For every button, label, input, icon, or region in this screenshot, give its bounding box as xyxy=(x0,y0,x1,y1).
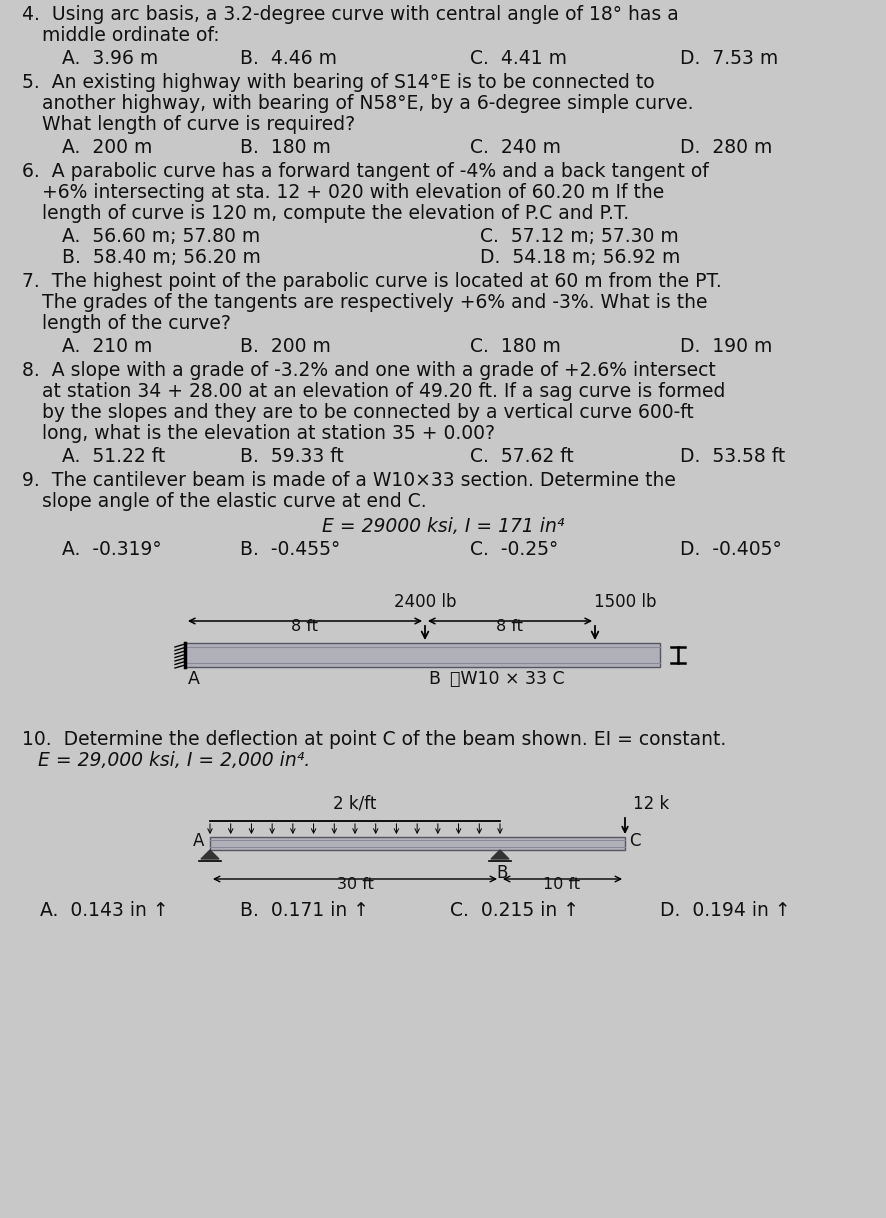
Text: A.  51.22 ft: A. 51.22 ft xyxy=(62,447,166,466)
Text: ⧹W10 × 33 C: ⧹W10 × 33 C xyxy=(450,670,564,688)
Text: C.  57.62 ft: C. 57.62 ft xyxy=(470,447,574,466)
Text: B.  58.40 m; 56.20 m: B. 58.40 m; 56.20 m xyxy=(62,248,260,267)
Text: What length of curve is required?: What length of curve is required? xyxy=(42,114,355,134)
Text: D.  53.58 ft: D. 53.58 ft xyxy=(680,447,785,466)
Text: 8 ft: 8 ft xyxy=(291,619,318,635)
Text: 30 ft: 30 ft xyxy=(337,877,373,892)
Text: B: B xyxy=(496,864,508,882)
Text: A.  -0.319°: A. -0.319° xyxy=(62,540,161,559)
Text: 10 ft: 10 ft xyxy=(543,877,580,892)
Text: D.  0.194 in ↑: D. 0.194 in ↑ xyxy=(660,901,790,920)
Text: D.  280 m: D. 280 m xyxy=(680,138,773,157)
Text: B.  4.46 m: B. 4.46 m xyxy=(240,49,337,68)
Text: C.  -0.25°: C. -0.25° xyxy=(470,540,558,559)
Text: A.  0.143 in ↑: A. 0.143 in ↑ xyxy=(40,901,168,920)
Text: D.  54.18 m; 56.92 m: D. 54.18 m; 56.92 m xyxy=(480,248,680,267)
Text: D.  190 m: D. 190 m xyxy=(680,337,773,356)
Text: B.  -0.455°: B. -0.455° xyxy=(240,540,340,559)
Text: 4.  Using arc basis, a 3.2-degree curve with central angle of 18° has a: 4. Using arc basis, a 3.2-degree curve w… xyxy=(22,5,679,24)
Text: A.  56.60 m; 57.80 m: A. 56.60 m; 57.80 m xyxy=(62,227,260,246)
Text: B.  59.33 ft: B. 59.33 ft xyxy=(240,447,344,466)
Text: length of curve is 120 m, compute the elevation of P.C and P.T.: length of curve is 120 m, compute the el… xyxy=(42,203,629,223)
Text: B.  0.171 in ↑: B. 0.171 in ↑ xyxy=(240,901,369,920)
Text: 8 ft: 8 ft xyxy=(496,619,524,635)
Text: A.  210 m: A. 210 m xyxy=(62,337,152,356)
Text: C.  4.41 m: C. 4.41 m xyxy=(470,49,567,68)
Text: B.  180 m: B. 180 m xyxy=(240,138,330,157)
Text: C.  57.12 m; 57.30 m: C. 57.12 m; 57.30 m xyxy=(480,227,679,246)
Text: B.  200 m: B. 200 m xyxy=(240,337,330,356)
Text: by the slopes and they are to be connected by a vertical curve 600-ft: by the slopes and they are to be connect… xyxy=(42,403,694,421)
Text: A.  200 m: A. 200 m xyxy=(62,138,152,157)
Polygon shape xyxy=(491,850,509,859)
Text: C: C xyxy=(629,832,641,850)
Text: 7.  The highest point of the parabolic curve is located at 60 m from the PT.: 7. The highest point of the parabolic cu… xyxy=(22,272,722,291)
Text: +6% intersecting at sta. 12 + 020 with elevation of 60.20 m If the: +6% intersecting at sta. 12 + 020 with e… xyxy=(42,183,664,202)
Text: long, what is the elevation at station 35 + 0.00?: long, what is the elevation at station 3… xyxy=(42,424,495,443)
Text: 8.  A slope with a grade of -3.2% and one with a grade of +2.6% intersect: 8. A slope with a grade of -3.2% and one… xyxy=(22,361,716,380)
Text: 10.  Determine the deflection at point C of the beam shown. EI = constant.: 10. Determine the deflection at point C … xyxy=(22,730,727,749)
Text: A: A xyxy=(188,670,200,688)
Text: another highway, with bearing of N58°E, by a 6-degree simple curve.: another highway, with bearing of N58°E, … xyxy=(42,94,694,113)
Text: A: A xyxy=(192,832,204,850)
Text: E = 29,000 ksi, I = 2,000 in⁴.: E = 29,000 ksi, I = 2,000 in⁴. xyxy=(38,752,310,770)
Text: slope angle of the elastic curve at end C.: slope angle of the elastic curve at end … xyxy=(42,492,427,512)
Bar xyxy=(210,837,625,850)
Text: The grades of the tangents are respectively +6% and -3%. What is the: The grades of the tangents are respectiv… xyxy=(42,294,708,312)
Polygon shape xyxy=(201,850,219,859)
Text: 1500 lb: 1500 lb xyxy=(594,593,657,611)
Bar xyxy=(185,643,660,667)
Text: 2 k/ft: 2 k/ft xyxy=(333,795,377,812)
Text: 9.  The cantilever beam is made of a W10×33 section. Determine the: 9. The cantilever beam is made of a W10×… xyxy=(22,471,676,490)
Text: 12 k: 12 k xyxy=(633,795,669,812)
Text: 2400 lb: 2400 lb xyxy=(393,593,456,611)
Text: C.  240 m: C. 240 m xyxy=(470,138,561,157)
Text: 5.  An existing highway with bearing of S14°E is to be connected to: 5. An existing highway with bearing of S… xyxy=(22,73,655,93)
Text: E = 29000 ksi, I = 171 in⁴: E = 29000 ksi, I = 171 in⁴ xyxy=(322,516,564,536)
Text: D.  -0.405°: D. -0.405° xyxy=(680,540,781,559)
Text: B: B xyxy=(428,670,440,688)
Text: 6.  A parabolic curve has a forward tangent of -4% and a back tangent of: 6. A parabolic curve has a forward tange… xyxy=(22,162,709,181)
Text: middle ordinate of:: middle ordinate of: xyxy=(42,26,220,45)
Text: C.  0.215 in ↑: C. 0.215 in ↑ xyxy=(450,901,579,920)
Text: C.  180 m: C. 180 m xyxy=(470,337,561,356)
Text: at station 34 + 28.00 at an elevation of 49.20 ft. If a sag curve is formed: at station 34 + 28.00 at an elevation of… xyxy=(42,382,726,401)
Text: A.  3.96 m: A. 3.96 m xyxy=(62,49,159,68)
Text: D.  7.53 m: D. 7.53 m xyxy=(680,49,778,68)
Text: length of the curve?: length of the curve? xyxy=(42,314,231,333)
